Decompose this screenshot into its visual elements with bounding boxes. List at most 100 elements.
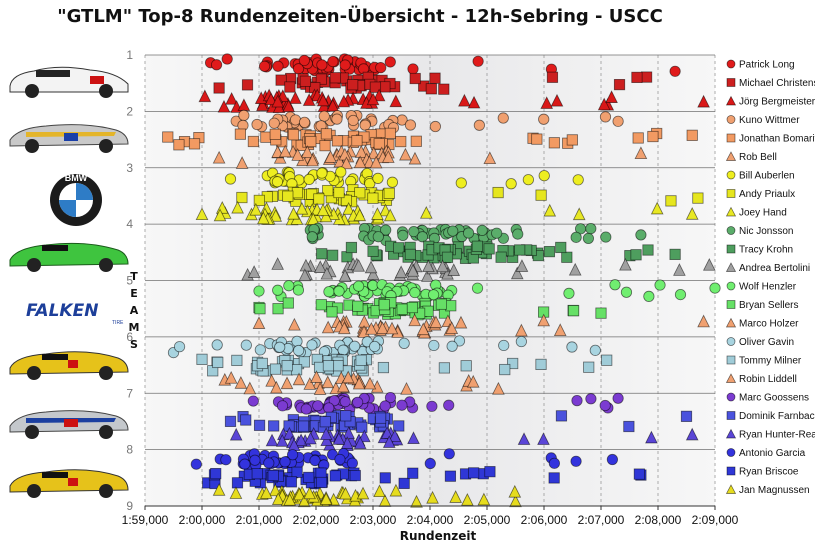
data-point [398,337,410,349]
data-point [324,150,337,163]
data-point [612,392,624,404]
data-point [354,187,366,199]
data-point [251,118,263,131]
data-point [212,483,226,496]
data-point [386,176,398,188]
data-point [303,377,317,390]
data-point [313,382,327,395]
data-point [538,113,550,125]
data-point [340,194,353,206]
data-point [409,72,421,85]
data-point [369,155,383,169]
data-point [304,431,317,445]
data-point [441,251,454,263]
data-point [514,244,526,256]
data-point [563,287,575,299]
data-point [196,353,208,365]
legend-label: Jan Magnussen [739,485,810,496]
data-point [408,313,422,327]
data-point [555,410,568,422]
data-point [306,153,319,167]
data-point [293,344,305,357]
data-point [620,286,633,298]
team-logos: BMW FALKEN TIRE [9,66,129,498]
data-point [378,299,390,311]
data-point [268,420,280,432]
data-point [697,94,710,108]
data-point [353,436,367,450]
data-point [674,288,687,301]
series-andy-priaulx [236,184,704,208]
legend-marker [726,466,736,476]
data-point [512,228,524,240]
series-jan-magnussen [212,483,522,508]
data-point [393,420,405,432]
data-point [422,259,435,273]
data-point [188,138,201,150]
legend-marker [725,484,737,494]
x-tick-label: 2:07,000 [578,513,625,527]
series-rob-bell [212,144,648,170]
data-point [268,117,280,129]
data-point [300,145,314,158]
series-patrick-long [204,53,681,77]
data-point [509,494,522,508]
legend-label: Dominik Farnbacher [739,411,815,422]
data-point [376,321,389,335]
legend-marker [726,448,736,457]
data-point [303,486,316,500]
x-tick-label: 2:09,000 [692,513,739,527]
data-point [492,186,504,199]
data-point [347,114,359,127]
data-point [566,341,578,353]
data-point [211,339,223,351]
data-point [334,453,346,466]
data-point [224,370,238,384]
data-point [213,208,227,222]
data-point [162,131,174,143]
data-point [252,316,266,329]
data-point [341,370,355,384]
legend-marker [726,392,736,402]
legend-label: Andy Priaulx [739,189,795,200]
data-point [316,93,330,107]
data-point [319,140,331,152]
data-point [383,187,395,199]
data-point [313,193,325,205]
series-dominik-farnbacher [224,409,693,433]
data-point [686,129,698,141]
data-point [407,431,420,444]
legend-marker [725,262,737,272]
data-point [373,138,385,150]
data-point [269,128,281,140]
data-point [210,467,222,480]
data-point [251,468,263,480]
data-point [346,457,359,469]
data-point [408,225,420,238]
data-point [447,263,461,276]
data-point [455,177,467,189]
legend-label: Ryan Briscoe [739,467,799,478]
data-point [331,135,344,147]
data-point [572,174,584,186]
ferrari-car-icon [9,242,129,272]
legend-item: Ryan Hunter-Reay [725,428,815,441]
legend-marker [726,337,736,346]
data-point [665,195,677,207]
legend-label: Joey Hand [739,208,787,219]
data-point [428,339,440,352]
series-nic-jonsson [304,222,647,247]
data-point [254,344,266,356]
data-point [396,399,408,411]
data-point [570,455,582,467]
data-point [467,95,481,109]
legend-label: Tracy Krohn [739,245,793,256]
data-point [623,420,635,433]
data-point [292,284,305,296]
data-point [395,135,407,148]
data-point [271,492,285,505]
data-point [369,340,381,353]
legend-label: Bryan Sellers [739,300,798,311]
data-point [410,494,423,508]
data-point [288,317,301,331]
